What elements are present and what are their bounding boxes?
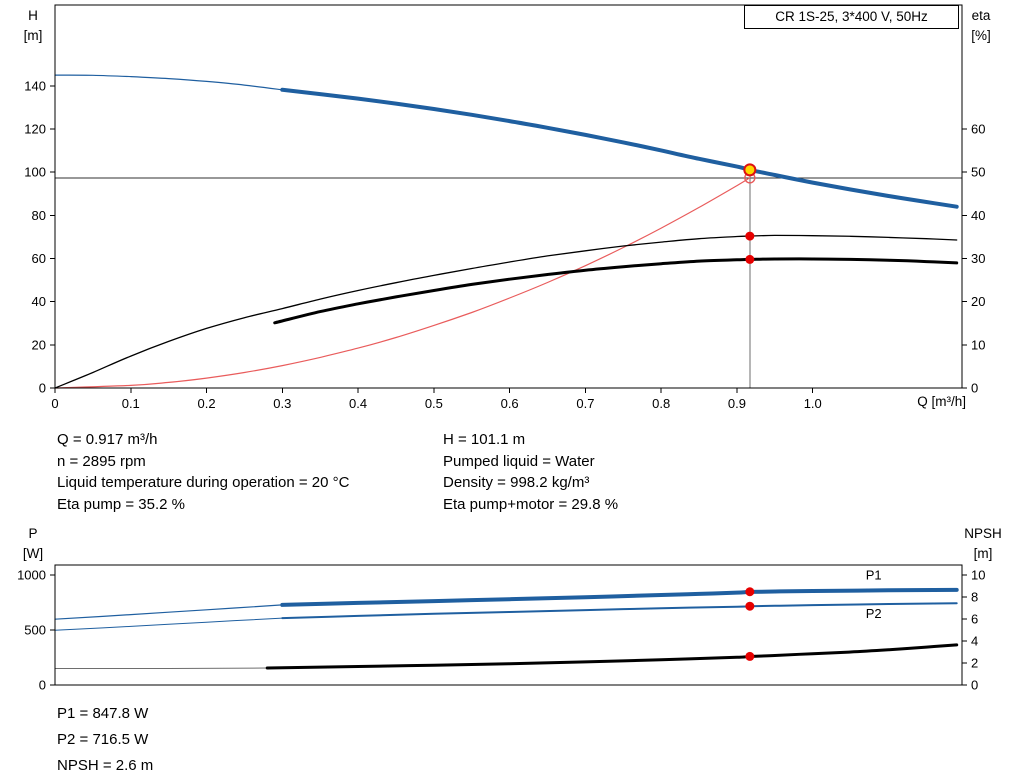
info-n: n = 2895 rpm (57, 452, 146, 470)
y-right-tick-label: 0 (971, 381, 978, 396)
duty-info-right: H = 101.1 m Pumped liquid = Water Densit… (443, 429, 618, 515)
info-npsh: NPSH = 2.6 m (57, 757, 154, 774)
pump-title-box: CR 1S-25, 3*400 V, 50Hz (744, 5, 959, 29)
p-axis-title: P [W] (13, 524, 53, 564)
p2-curve-label: P2 (866, 606, 882, 621)
y-right-tick-label: 10 (971, 337, 985, 352)
npsh-axis-symbol: NPSH (964, 526, 1002, 541)
p1-curve (280, 587, 959, 607)
y-left-tick-label: 0 (39, 381, 46, 396)
y-right-tick-label: 4 (971, 634, 978, 649)
y-left-tick-label: 1000 (17, 568, 46, 583)
power-npsh-chart-frame (54, 564, 963, 686)
y-right-tick-label: 6 (971, 612, 978, 627)
eta-axis-unit: [%] (971, 28, 991, 43)
x-tick-label: 0.4 (349, 396, 367, 411)
y-left-tick-label: 20 (32, 337, 46, 352)
info-density: Density = 998.2 kg/m³ (443, 474, 590, 491)
npsh-curve-thin (54, 667, 268, 670)
eta-pump-point (745, 231, 755, 241)
p2-curve-thin (54, 617, 283, 631)
q-axis-label: Q [m³/h] (917, 394, 966, 409)
system-curve (54, 177, 751, 389)
y-left-tick-label: 140 (24, 78, 46, 93)
npsh-point (745, 651, 755, 661)
pump-curve-thin (54, 74, 283, 91)
eta-pump-motor-curve (273, 257, 959, 325)
p1-point (745, 587, 755, 597)
eta-pump-motor-point (745, 254, 755, 264)
x-tick-label: 0.8 (652, 396, 670, 411)
h-axis-symbol: H (28, 8, 38, 23)
info-p1: P1 = 847.8 W (57, 705, 149, 722)
y-right-tick-label: 20 (971, 294, 985, 309)
y-left-tick-label: 60 (32, 251, 46, 266)
p-axis-symbol: P (28, 526, 38, 541)
x-tick-label: 0.9 (728, 396, 746, 411)
info-h: H = 101.1 m (443, 431, 526, 448)
npsh-axis-title: NPSH [m] (958, 524, 1008, 564)
y-right-tick-label: 2 (971, 656, 978, 671)
info-liquid-temperature: Liquid temperature during operation = 20… (57, 474, 350, 491)
y-right-tick-label: 0 (971, 678, 978, 693)
y-right-tick-label: 40 (971, 208, 985, 223)
power-npsh-info: P1 = 847.8 W P2 = 716.5 W NPSH = 2.6 m (57, 701, 153, 779)
p-axis-unit: [W] (22, 546, 44, 561)
info-eta-pump: Eta pump = 35.2 % (57, 495, 185, 513)
p1-curve-thin (54, 604, 283, 620)
qh-chart-frame (54, 4, 963, 389)
info-eta-pump-motor: Eta pump+motor = 29.8 % (443, 495, 619, 513)
x-tick-label: 0.2 (198, 396, 216, 411)
info-pumped-liquid: Pumped liquid = Water (443, 452, 595, 470)
eta-axis-symbol: eta (971, 8, 991, 23)
y-right-tick-label: 30 (971, 251, 985, 266)
pump-curve (280, 87, 959, 209)
p2-point (745, 601, 755, 611)
y-left-tick-label: 80 (32, 208, 46, 223)
x-tick-label: 0.6 (501, 396, 519, 411)
y-left-tick-label: 100 (24, 165, 46, 180)
eta-pump-curve (54, 234, 958, 389)
x-tick-label: 0.3 (273, 396, 291, 411)
h-axis-unit: [m] (23, 28, 43, 43)
y-right-tick-label: 60 (971, 122, 985, 137)
h-axis-title: H [m] (13, 6, 53, 46)
y-left-tick-label: 120 (24, 122, 46, 137)
x-tick-label: 0.1 (122, 396, 140, 411)
x-tick-label: 1.0 (804, 396, 822, 411)
npsh-axis-unit: [m] (973, 546, 993, 561)
y-right-tick-label: 8 (971, 590, 978, 605)
duty-point (743, 163, 757, 177)
y-left-tick-label: 0 (39, 678, 46, 693)
x-tick-label: 0.7 (576, 396, 594, 411)
y-right-tick-label: 10 (971, 568, 985, 583)
info-p2: P2 = 716.5 W (57, 731, 149, 748)
p2-curve (281, 602, 958, 620)
x-tick-label: 0 (51, 396, 58, 411)
y-left-tick-label: 500 (24, 623, 46, 638)
x-tick-label: 0.5 (425, 396, 443, 411)
duty-info-left: Q = 0.917 m³/h n = 2895 rpm Liquid tempe… (57, 429, 349, 515)
y-right-tick-label: 50 (971, 165, 985, 180)
eta-axis-title: eta [%] (960, 6, 1002, 46)
npsh-curve (265, 643, 959, 670)
info-q: Q = 0.917 m³/h (57, 431, 158, 448)
y-left-tick-label: 40 (32, 294, 46, 309)
p1-curve-label: P1 (866, 567, 882, 582)
